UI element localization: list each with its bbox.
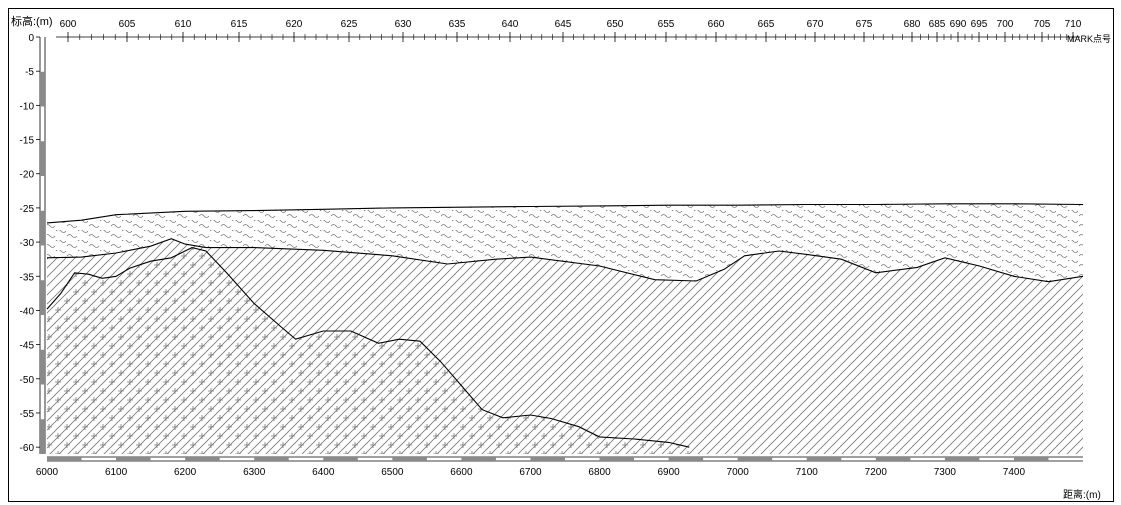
distance-tick-label: 7000 xyxy=(727,467,750,478)
elevation-tick-label: -35 xyxy=(20,272,35,283)
mark-tick-label: 645 xyxy=(555,19,572,30)
elevation-tick-label: -55 xyxy=(20,409,35,420)
distance-tick-label: 7400 xyxy=(1003,467,1026,478)
mark-tick-label: 625 xyxy=(341,19,358,30)
distance-tick-label: 7100 xyxy=(796,467,819,478)
top-surface-line xyxy=(46,203,1084,224)
distance-axis: 6000 6100 6200 6300 6400 6500 6600 6700 6800 6900… xyxy=(36,467,1026,478)
elevation-tick-label: -10 xyxy=(20,101,35,112)
sediment-layer xyxy=(47,203,1083,282)
mark-tick-label: 635 xyxy=(449,19,466,30)
elevation-tick-label: 0 xyxy=(28,33,34,44)
distance-tick-label: 6100 xyxy=(105,467,128,478)
distance-tick-label: 6800 xyxy=(588,467,611,478)
mark-tick-label: 665 xyxy=(758,19,775,30)
mark-tick-label: 685 xyxy=(929,19,946,30)
elevation-tick-label: -25 xyxy=(20,204,35,215)
elevation-scale-bar xyxy=(39,37,46,454)
mark-tick-label: 640 xyxy=(502,19,519,30)
mark-tick-label: 670 xyxy=(807,19,824,30)
mark-tick-label: 630 xyxy=(395,19,412,30)
mark-axis: 600 605 610 615 620 625 630 635 640 645 650 655 660 6… xyxy=(56,19,1082,42)
elevation-tick-label: -20 xyxy=(20,170,35,181)
distance-scale-bar xyxy=(47,456,1083,462)
mark-tick-label: 690 xyxy=(950,19,967,30)
mark-tick-label: 660 xyxy=(708,19,725,30)
distance-tick-label: 6500 xyxy=(381,467,404,478)
mark-tick-label: 705 xyxy=(1034,19,1051,30)
distance-tick-label: 6300 xyxy=(243,467,266,478)
bedrock-top-line xyxy=(46,247,690,448)
elevation-tick-label: -50 xyxy=(20,375,35,386)
elevation-axis-title: 标高:(m) xyxy=(11,16,53,28)
elevation-tick-label: -60 xyxy=(20,443,35,454)
distance-tick-label: 7300 xyxy=(934,467,957,478)
distance-tick-label: 7200 xyxy=(865,467,888,478)
bedrock-layer xyxy=(47,247,690,454)
distance-tick-label: 6600 xyxy=(450,467,473,478)
mark-tick-label: 700 xyxy=(997,19,1014,30)
sediment-base-line xyxy=(46,238,1084,283)
mark-axis-title: MARK点号 xyxy=(1067,34,1112,44)
elevation-tick-label: -5 xyxy=(25,67,34,78)
elevation-tick-label: -15 xyxy=(20,136,35,147)
elevation-tick-label: -40 xyxy=(20,306,35,317)
distance-tick-label: 6900 xyxy=(657,467,680,478)
distance-tick-label: 6000 xyxy=(36,467,59,478)
mark-tick-label: 655 xyxy=(658,19,675,30)
profile-frame xyxy=(8,8,1114,502)
mark-tick-label: 680 xyxy=(904,19,921,30)
elevation-axis: 0 -5 -10 -15 -20 -25 -30 -35 -40 -45 -50 -55 -60 xyxy=(20,33,40,454)
distance-tick-label: 6200 xyxy=(174,467,197,478)
mark-tick-label: 615 xyxy=(231,19,248,30)
mark-tick-label: 710 xyxy=(1065,19,1082,30)
distance-tick-label: 6400 xyxy=(312,467,335,478)
mark-tick-label: 610 xyxy=(175,19,192,30)
distance-axis-title: 距离:(m) xyxy=(1063,490,1101,501)
mark-tick-label: 620 xyxy=(286,19,303,30)
distance-tick-label: 6700 xyxy=(519,467,542,478)
mark-tick-label: 675 xyxy=(856,19,873,30)
elevation-tick-label: -30 xyxy=(20,238,35,249)
mark-tick-label: 600 xyxy=(60,19,77,30)
mark-tick-label: 650 xyxy=(607,19,624,30)
elevation-tick-label: -45 xyxy=(20,341,35,352)
mark-tick-label: 605 xyxy=(119,19,136,30)
mark-tick-label: 695 xyxy=(971,19,988,30)
